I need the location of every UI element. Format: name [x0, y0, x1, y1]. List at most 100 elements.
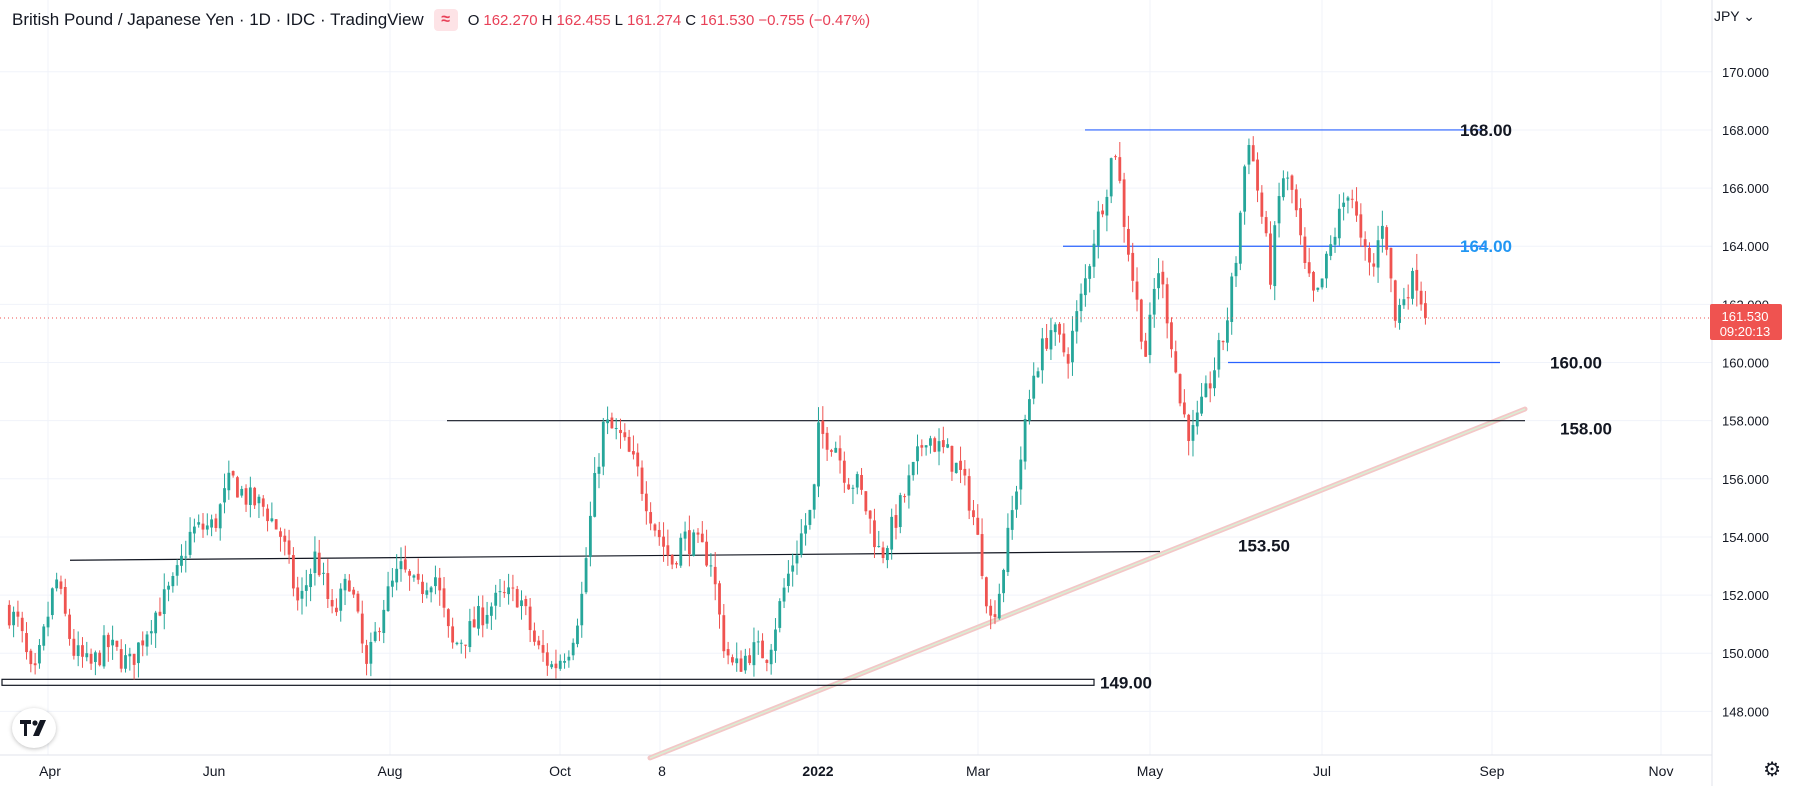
candle [1342, 192, 1346, 221]
candle-body [743, 655, 747, 671]
candle [718, 580, 721, 629]
candle [468, 608, 472, 653]
candle-body [240, 488, 244, 496]
candle-body [89, 653, 93, 664]
candle-body [93, 652, 97, 663]
candle [550, 660, 554, 670]
candle-body [223, 488, 226, 503]
tradingview-logo-icon[interactable] [12, 708, 56, 748]
candle [347, 574, 351, 592]
candle-body [1083, 278, 1087, 296]
candle [1393, 279, 1397, 328]
candle-body [128, 653, 132, 657]
candle [1389, 247, 1393, 293]
candle [266, 504, 269, 532]
candle [1006, 513, 1010, 576]
candle-body [606, 419, 609, 424]
candle [748, 648, 752, 666]
candle-body [1406, 297, 1410, 299]
candle [1170, 317, 1173, 358]
candle-body [360, 613, 364, 644]
candle [894, 504, 898, 540]
gear-icon[interactable]: ⚙ [1763, 759, 1781, 781]
candle-body [963, 468, 967, 476]
candle-body [184, 556, 188, 558]
candle-body [1337, 208, 1341, 239]
candle [477, 595, 480, 636]
candle-body [1415, 269, 1419, 291]
candle-body [1256, 159, 1259, 191]
candle [408, 569, 412, 591]
candle-body [756, 641, 760, 643]
candle [1053, 322, 1057, 346]
candle [571, 638, 575, 661]
candle [580, 581, 584, 638]
chart-title[interactable]: British Pound / Japanese Yen · 1D · IDC … [12, 10, 424, 29]
candle [769, 643, 773, 675]
candle-body [192, 526, 196, 534]
candle [842, 451, 846, 493]
candle [1398, 298, 1401, 330]
currency-label: JPY [1713, 8, 1740, 24]
candle-body [1269, 233, 1272, 285]
candle [860, 468, 863, 495]
candle-body [451, 626, 455, 643]
candle [640, 460, 644, 501]
candle-body [554, 663, 558, 669]
candle [451, 617, 455, 649]
candle-body [1023, 419, 1027, 462]
candle [1402, 287, 1406, 309]
candle [154, 610, 158, 648]
candle-body [989, 605, 993, 616]
symbol-legend: British Pound / Japanese Yen · 1D · IDC … [12, 8, 870, 32]
candle-body [188, 531, 192, 555]
candle-body [382, 609, 386, 634]
candle [98, 650, 102, 667]
candle-body [972, 510, 975, 518]
candle-body [218, 504, 222, 529]
candle-body [1036, 371, 1040, 378]
candle [425, 582, 429, 599]
candle-body [1234, 262, 1238, 277]
candle-body [860, 475, 863, 490]
candle [16, 600, 20, 627]
candle [1165, 277, 1169, 339]
candle [46, 601, 50, 637]
candle [93, 650, 97, 676]
candle-body [838, 448, 842, 461]
candle [72, 628, 76, 660]
candle-body [1363, 239, 1367, 248]
level-line-153.50 [69, 550, 1161, 561]
candle-body [429, 587, 433, 593]
candle [984, 576, 988, 614]
currency-selector[interactable]: JPY ⌄ [1714, 8, 1755, 25]
candle-body [580, 593, 584, 626]
candle-body [1191, 425, 1195, 441]
candle-body [533, 630, 536, 642]
candle-body [929, 438, 932, 446]
candle [520, 590, 523, 620]
candle [494, 584, 498, 620]
candle [950, 445, 954, 481]
candle [541, 630, 545, 662]
candle [373, 622, 377, 643]
candle-body [507, 587, 510, 595]
candle [1015, 485, 1018, 518]
candle-body [817, 422, 820, 487]
candle [192, 518, 196, 543]
candle [920, 439, 924, 457]
candle [1152, 277, 1156, 328]
candle-body [1277, 196, 1281, 224]
candle-body [446, 609, 450, 627]
candle [533, 622, 536, 646]
candle-body [687, 530, 691, 555]
candle [89, 648, 93, 670]
candle [158, 597, 162, 617]
candle-body [722, 615, 726, 652]
candle [403, 545, 407, 573]
candle-body [765, 660, 769, 663]
data-source-icon[interactable]: ≈ [433, 9, 458, 31]
candle-body [167, 585, 170, 590]
